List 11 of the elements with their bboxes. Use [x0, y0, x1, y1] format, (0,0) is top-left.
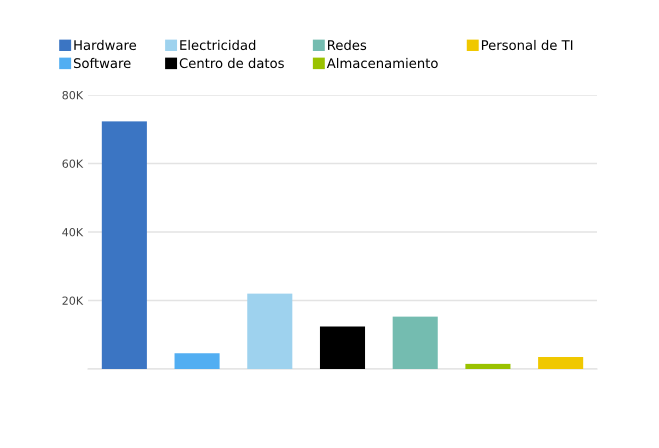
legend-label: Redes	[328, 40, 366, 50]
legend-label: Centro de datos	[180, 58, 284, 68]
y-tick-label: 60K	[62, 159, 84, 168]
y-tick-label: 20K	[62, 296, 84, 305]
legend-label: Electricidad	[180, 40, 256, 50]
y-tick-label: 80K	[62, 90, 84, 100]
legend-label: Almacenamiento	[326, 58, 438, 68]
legend-label: Hardware	[74, 40, 136, 50]
y-tick-label: 40K	[62, 228, 84, 236]
legend-label: Software	[74, 58, 131, 68]
legend-label: Personal de TI	[482, 40, 572, 50]
